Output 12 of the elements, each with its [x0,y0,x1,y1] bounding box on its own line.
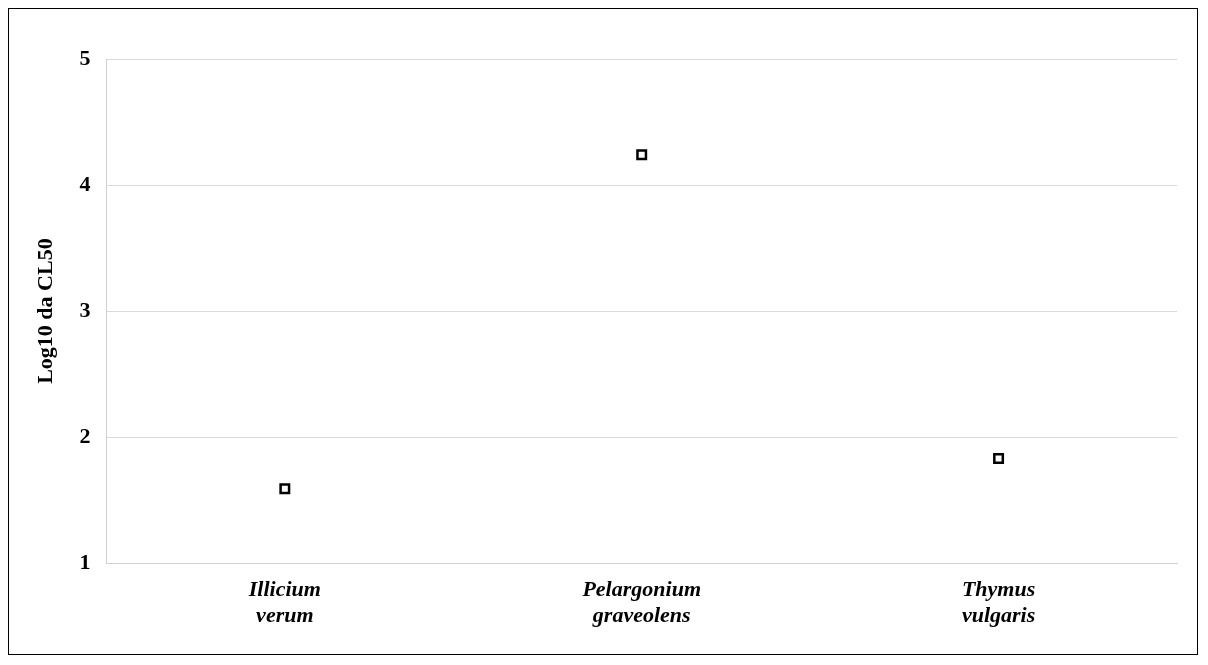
x-tick-label: Thymus vulgaris [961,576,1036,628]
point [279,483,291,495]
x-tick-label: Illicium verum [247,576,321,628]
y-tick-label: 2 [79,422,91,448]
y-tick-label: 3 [79,296,91,322]
y-tick-label: 1 [79,548,91,574]
point [636,149,648,161]
y-axis-title: Log10 da CL50 [31,238,57,384]
point [993,453,1005,465]
y-tick-label: 5 [79,44,91,70]
y-tick-label: 4 [79,170,91,196]
x-tick-label: Pelargonium graveolens [581,576,701,628]
